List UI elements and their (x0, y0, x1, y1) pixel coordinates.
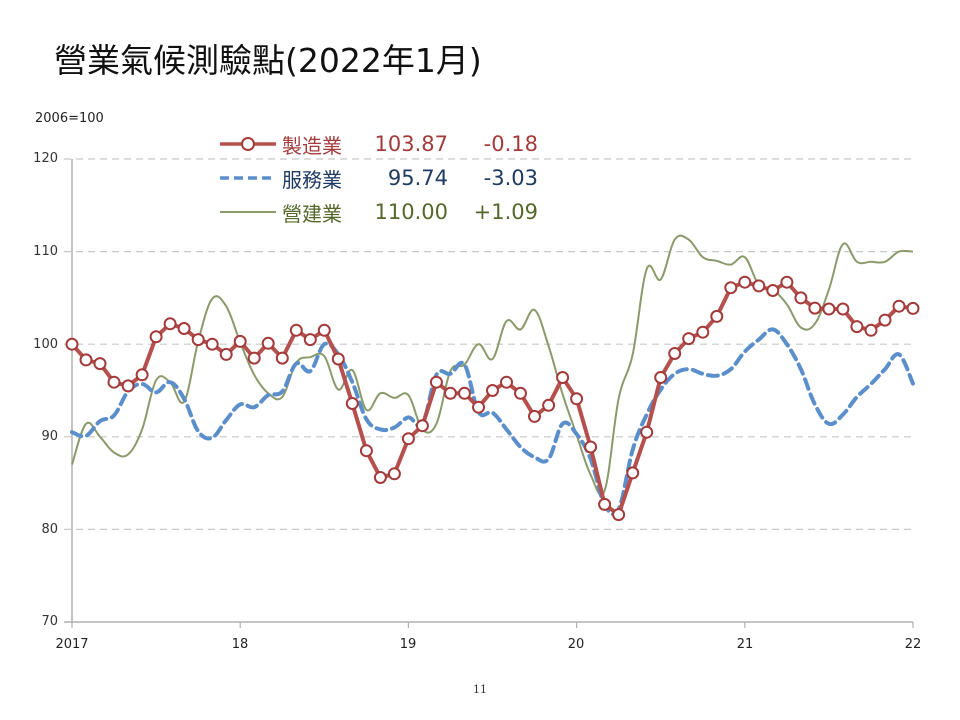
manufacturing-data-point (542, 398, 556, 412)
y-tick-90: 90 (41, 429, 58, 444)
x-tick-18: 18 (231, 637, 249, 652)
manufacturing-data-point (822, 302, 836, 316)
construction-line (71, 234, 914, 497)
manufacturing-data-point (500, 375, 513, 389)
manufacturing-data-point (107, 375, 121, 389)
y-tick-100: 100 (33, 337, 58, 352)
manufacturing-data-point (79, 353, 93, 367)
manufacturing-data-point (303, 333, 317, 347)
manufacturing-data-point (289, 323, 303, 337)
services-line (70, 327, 915, 517)
manufacturing-data-point (205, 337, 219, 351)
y-tick-70: 70 (41, 614, 58, 629)
page-number: 11 (473, 683, 487, 696)
y-axis-unit-label: 2006=100 (35, 111, 104, 126)
manufacturing-data-point (556, 371, 570, 384)
manufacturing-data-point (864, 323, 878, 337)
manufacturing-data-point (654, 371, 668, 384)
manufacturing-data-point (906, 301, 920, 315)
manufacturing-data-point (191, 333, 205, 347)
manufacturing-data-point (836, 302, 850, 316)
manufacturing-data-point (640, 425, 654, 439)
construction-line-icon (220, 211, 276, 213)
legend-item-manufacturing: 製造業 103.87 -0.18 (218, 127, 538, 161)
manufacturing-data-point (598, 497, 612, 511)
chart-legend: 製造業 103.87 -0.18 服務業 95.74 -3.03 營建業 110… (218, 127, 538, 229)
manufacturing-data-point (149, 330, 163, 344)
manufacturing-data-point (163, 317, 177, 331)
x-tick-22: 22 (904, 637, 922, 652)
legend-name: 製造業 (282, 133, 342, 158)
manufacturing-data-point (514, 386, 527, 400)
manufacturing-data-point (794, 291, 808, 305)
manufacturing-data-point (275, 351, 289, 365)
legend-change: +1.09 (473, 200, 538, 224)
manufacturing-data-point (486, 384, 499, 397)
manufacturing-data-point (317, 323, 331, 337)
manufacturing-data-point (331, 352, 345, 366)
manufacturing-data-point (682, 332, 696, 346)
manufacturing-data-point (121, 379, 135, 393)
legend-change: -0.18 (483, 132, 538, 156)
manufacturing-data-point (612, 508, 626, 522)
manufacturing-data-point (892, 299, 906, 313)
manufacturing-line-marker-icon (220, 137, 276, 151)
manufacturing-data-point (415, 419, 429, 433)
manufacturing-data-point (696, 325, 710, 339)
manufacturing-data-point (261, 336, 275, 350)
manufacturing-data-point (345, 397, 359, 410)
manufacturing-data-point (710, 309, 724, 323)
manufacturing-data-point (93, 357, 107, 371)
manufacturing-data-point (135, 368, 149, 382)
manufacturing-data-point (780, 275, 794, 289)
manufacturing-data-point (850, 320, 864, 334)
page-title: 營業氣候測驗點(2022年1月) (54, 41, 482, 80)
x-tick-2017: 2017 (55, 637, 89, 652)
manufacturing-data-point (626, 466, 640, 480)
manufacturing-data-point (570, 392, 584, 406)
manufacturing-line (70, 280, 914, 517)
legend-name: 營建業 (282, 201, 342, 226)
manufacturing-data-point (373, 471, 387, 484)
x-tick-20: 20 (567, 637, 585, 652)
manufacturing-data-point (429, 375, 443, 389)
manufacturing-data-point (65, 337, 79, 351)
manufacturing-data-point (766, 284, 780, 297)
manufacturing-data-point (359, 444, 373, 458)
manufacturing-data-point (387, 467, 401, 481)
legend-item-construction: 營建業 110.00 +1.09 (218, 195, 538, 229)
manufacturing-data-point (458, 386, 471, 400)
y-tick-80: 80 (41, 522, 58, 537)
manufacturing-data-point (219, 347, 233, 361)
legend-value: 110.00 (374, 200, 448, 224)
y-tick-110: 110 (33, 244, 58, 259)
manufacturing-data-point (584, 440, 598, 454)
manufacturing-data-point (878, 313, 892, 327)
manufacturing-data-point (472, 400, 485, 414)
manufacturing-data-point (752, 279, 766, 293)
legend-change: -3.03 (483, 166, 538, 190)
manufacturing-data-point (247, 351, 261, 365)
manufacturing-data-point (443, 386, 457, 400)
manufacturing-data-point (401, 432, 415, 446)
x-tick-21: 21 (736, 637, 754, 652)
y-tick-120: 120 (33, 151, 58, 166)
manufacturing-data-point (808, 301, 822, 315)
legend-item-services: 服務業 95.74 -3.03 (218, 161, 538, 195)
legend-value: 103.87 (374, 132, 448, 156)
legend-name: 服務業 (282, 167, 342, 192)
axes (64, 159, 914, 628)
manufacturing-data-point (233, 334, 247, 348)
gridlines (64, 158, 913, 531)
manufacturing-data-point (668, 347, 682, 360)
manufacturing-data-point (724, 281, 738, 295)
legend-value: 95.74 (387, 166, 448, 190)
x-tick-19: 19 (399, 637, 417, 652)
manufacturing-data-point (528, 409, 541, 423)
manufacturing-data-point (738, 275, 752, 289)
series-lines (65, 234, 920, 522)
services-dashed-line-icon (220, 176, 276, 180)
manufacturing-data-point (177, 322, 191, 335)
